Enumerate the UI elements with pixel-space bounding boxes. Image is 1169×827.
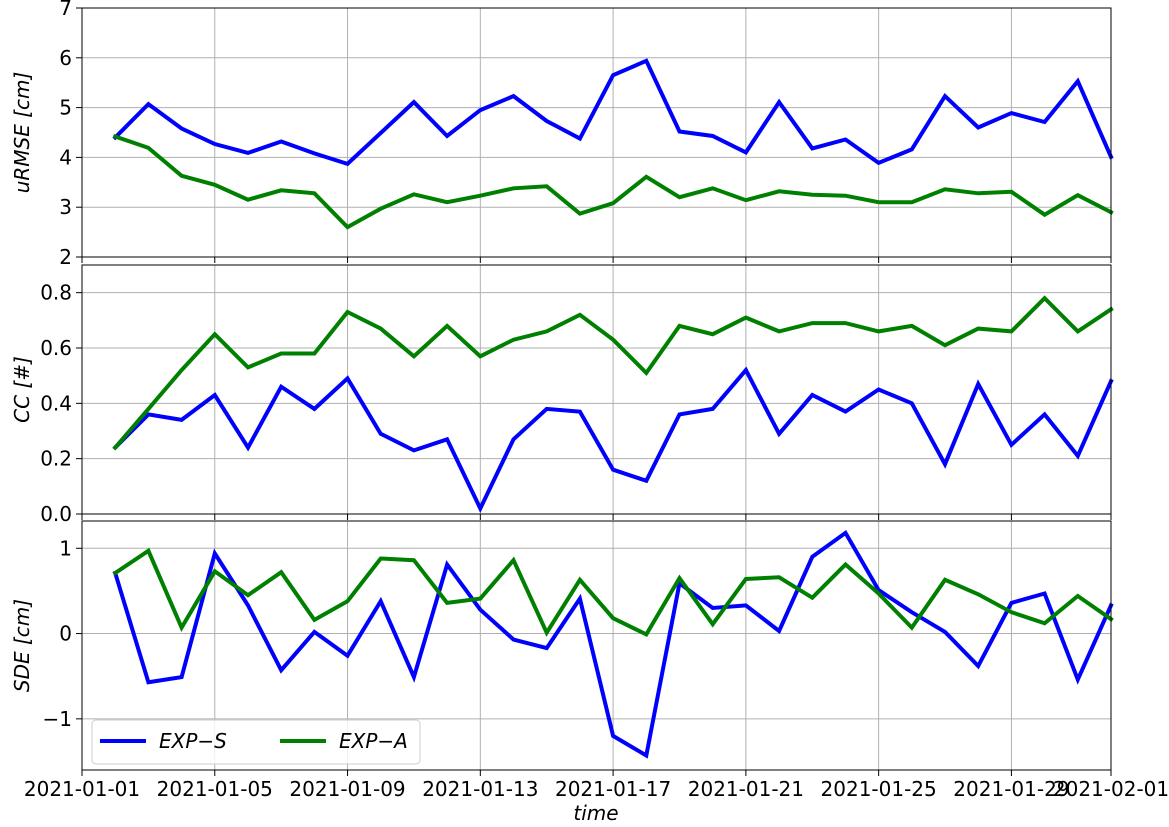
x-tick-label: 2021-01-01: [24, 777, 140, 801]
urmse-series: [112, 58, 1114, 230]
urmse-y-ticks: 2 3 4 5 6 7: [59, 0, 1112, 269]
cc-y-tick-label: 0.4: [40, 391, 72, 415]
cc-y-tick-label: 0.0: [40, 502, 72, 526]
urmse-y-tick-label: 5: [59, 96, 72, 120]
x-tick-label: 2021-01-05: [157, 777, 273, 801]
sde-y-tick-label: 1: [59, 536, 72, 560]
urmse-y-tick-label: 6: [59, 46, 72, 70]
x-tick-label: 2021-01-21: [688, 777, 804, 801]
x-tick-label: 2021-01-25: [821, 777, 937, 801]
sde-y-ticks: −1 0 1: [43, 536, 1112, 776]
cc-y-tick-label: 0.8: [40, 281, 72, 305]
urmse-y-tick-label: 7: [59, 0, 72, 20]
urmse-y-tick-label: 3: [59, 195, 72, 219]
legend-box: [91, 719, 421, 765]
x-tick-label: 2021-01-17: [555, 777, 671, 801]
cc-y-tick-label: 0.6: [40, 336, 72, 360]
legend-label-exp-a: EXP−A: [339, 729, 408, 753]
sde-series-exp-s-line: [112, 529, 1114, 759]
cc-y-axis-label: CC [#]: [10, 356, 34, 423]
urmse-y-tick-label: 4: [59, 145, 72, 169]
cc-y-ticks: 0.0 0.2 0.4 0.6 0.8: [40, 281, 1112, 526]
sde-y-axis-label: SDE [cm]: [10, 599, 34, 692]
sde-series: [112, 529, 1114, 759]
x-axis-ticks: 2021-01-01 2021-01-05 2021-01-09 2021-01-13…: [24, 777, 1169, 801]
x-tick-label: 2021-01-29: [953, 777, 1069, 801]
legend-label-exp-s: EXP−S: [159, 729, 227, 753]
sde-series-exp-a-line: [112, 547, 1114, 638]
x-tick-label: 2021-02-01: [1053, 777, 1169, 801]
cc-y-tick-label: 0.2: [40, 447, 72, 471]
cc-panel: 0.0 0.2 0.4 0.6 0.8 CC [#]: [10, 264, 1114, 526]
sde-y-tick-label: −1: [43, 707, 72, 731]
urmse-panel: 2 3 4 5 6 7 uRMSE [cm]: [10, 0, 1114, 269]
sde-axes-frame: [81, 520, 1112, 771]
sde-y-tick-label: 0: [59, 622, 72, 646]
cc-series-exp-a-line: [112, 295, 1114, 451]
x-tick-label: 2021-01-09: [289, 777, 405, 801]
cc-axes-frame: [81, 264, 1112, 515]
x-tick-label: 2021-01-13: [422, 777, 538, 801]
urmse-series-exp-s-line: [112, 58, 1114, 167]
legend: EXP−S EXP−A: [91, 719, 421, 765]
cc-series-exp-s-line: [112, 366, 1114, 514]
cc-series: [112, 295, 1114, 514]
urmse-y-tick-label: 2: [59, 245, 72, 269]
urmse-axes-frame: [81, 7, 1112, 258]
sde-panel: −1 0 1 SDE [cm]: [10, 520, 1114, 776]
urmse-y-axis-label: uRMSE [cm]: [10, 72, 34, 194]
urmse-series-exp-a-line: [112, 133, 1114, 230]
x-axis-label: time: [573, 801, 618, 825]
